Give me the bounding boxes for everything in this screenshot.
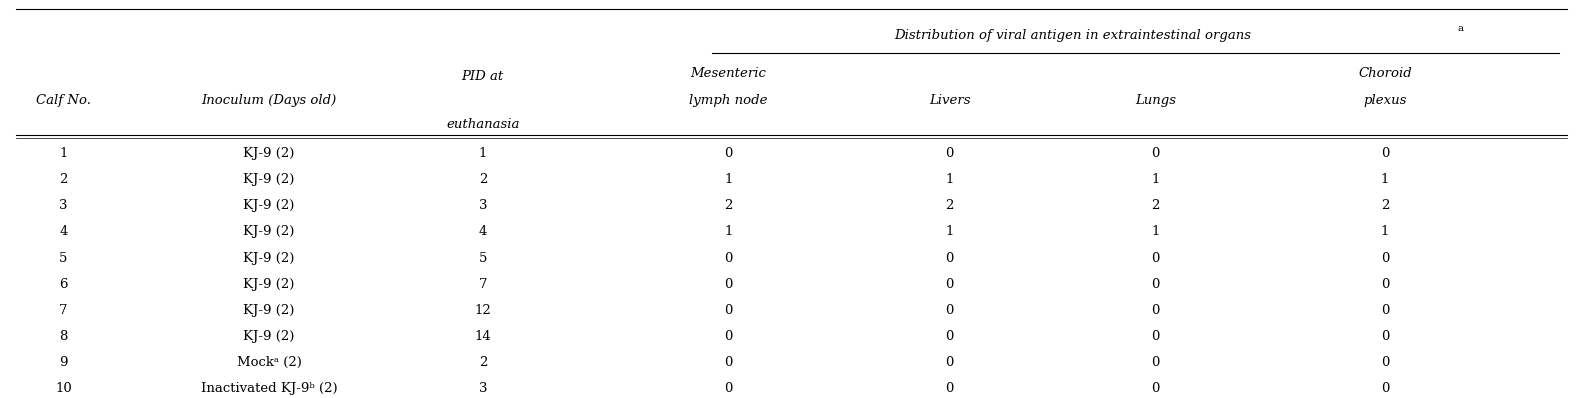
Text: 0: 0 xyxy=(945,330,955,343)
Text: 2: 2 xyxy=(945,199,955,213)
Text: 2: 2 xyxy=(1151,199,1160,213)
Text: 5: 5 xyxy=(59,252,68,265)
Text: euthanasia: euthanasia xyxy=(446,118,519,131)
Text: Distribution of viral antigen in extraintestinal organs: Distribution of viral antigen in extrain… xyxy=(894,29,1251,42)
Text: a: a xyxy=(1458,23,1463,33)
Text: 3: 3 xyxy=(478,199,488,213)
Text: 0: 0 xyxy=(1380,382,1390,395)
Text: 0: 0 xyxy=(723,252,733,265)
Text: 0: 0 xyxy=(1380,304,1390,316)
Text: 2: 2 xyxy=(478,356,488,369)
Text: Lungs: Lungs xyxy=(1135,94,1176,107)
Text: 1: 1 xyxy=(59,147,68,160)
Text: 1: 1 xyxy=(1151,174,1160,186)
Text: 0: 0 xyxy=(1380,330,1390,343)
Text: 10: 10 xyxy=(55,382,71,395)
Text: Choroid: Choroid xyxy=(1358,68,1412,80)
Text: Mesenteric: Mesenteric xyxy=(690,68,766,80)
Text: 0: 0 xyxy=(1380,356,1390,369)
Text: Mockᵃ (2): Mockᵃ (2) xyxy=(237,356,301,369)
Text: 2: 2 xyxy=(723,199,733,213)
Text: 0: 0 xyxy=(945,252,955,265)
Text: 4: 4 xyxy=(59,226,68,238)
Text: KJ-9 (2): KJ-9 (2) xyxy=(244,199,294,213)
Text: 1: 1 xyxy=(1151,226,1160,238)
Text: 0: 0 xyxy=(723,382,733,395)
Text: 0: 0 xyxy=(1151,382,1160,395)
Text: 2: 2 xyxy=(478,174,488,186)
Text: 1: 1 xyxy=(945,174,955,186)
Text: 0: 0 xyxy=(1151,252,1160,265)
Text: Livers: Livers xyxy=(929,94,970,107)
Text: 0: 0 xyxy=(1151,304,1160,316)
Text: Inactivated KJ-9ᵇ (2): Inactivated KJ-9ᵇ (2) xyxy=(201,382,337,395)
Text: 2: 2 xyxy=(59,174,68,186)
Text: 0: 0 xyxy=(723,277,733,291)
Text: 0: 0 xyxy=(1151,147,1160,160)
Text: 7: 7 xyxy=(478,277,488,291)
Text: 2: 2 xyxy=(1380,199,1390,213)
Text: 0: 0 xyxy=(945,356,955,369)
Text: KJ-9 (2): KJ-9 (2) xyxy=(244,252,294,265)
Text: 0: 0 xyxy=(1380,252,1390,265)
Text: 0: 0 xyxy=(945,304,955,316)
Text: 0: 0 xyxy=(1151,330,1160,343)
Text: 1: 1 xyxy=(478,147,488,160)
Text: KJ-9 (2): KJ-9 (2) xyxy=(244,304,294,316)
Text: 1: 1 xyxy=(1380,174,1390,186)
Text: plexus: plexus xyxy=(1363,94,1407,107)
Text: 5: 5 xyxy=(478,252,488,265)
Text: 0: 0 xyxy=(1151,277,1160,291)
Text: Inoculum (Days old): Inoculum (Days old) xyxy=(201,94,337,107)
Text: 1: 1 xyxy=(723,226,733,238)
Text: KJ-9 (2): KJ-9 (2) xyxy=(244,330,294,343)
Text: 3: 3 xyxy=(478,382,488,395)
Text: PID at: PID at xyxy=(462,70,503,84)
Text: lymph node: lymph node xyxy=(689,94,768,107)
Text: 0: 0 xyxy=(1380,147,1390,160)
Text: 8: 8 xyxy=(59,330,68,343)
Text: KJ-9 (2): KJ-9 (2) xyxy=(244,277,294,291)
Text: 0: 0 xyxy=(723,304,733,316)
Text: 6: 6 xyxy=(59,277,68,291)
Text: 1: 1 xyxy=(723,174,733,186)
Text: 0: 0 xyxy=(723,330,733,343)
Text: 4: 4 xyxy=(478,226,488,238)
Text: 7: 7 xyxy=(59,304,68,316)
Text: 3: 3 xyxy=(59,199,68,213)
Text: 0: 0 xyxy=(723,147,733,160)
Text: KJ-9 (2): KJ-9 (2) xyxy=(244,147,294,160)
Text: 0: 0 xyxy=(723,356,733,369)
Text: 1: 1 xyxy=(945,226,955,238)
Text: 0: 0 xyxy=(945,382,955,395)
Text: Calf No.: Calf No. xyxy=(36,94,90,107)
Text: 0: 0 xyxy=(1151,356,1160,369)
Text: 9: 9 xyxy=(59,356,68,369)
Text: 0: 0 xyxy=(945,147,955,160)
Text: 12: 12 xyxy=(475,304,491,316)
Text: KJ-9 (2): KJ-9 (2) xyxy=(244,226,294,238)
Text: 0: 0 xyxy=(945,277,955,291)
Text: KJ-9 (2): KJ-9 (2) xyxy=(244,174,294,186)
Text: 0: 0 xyxy=(1380,277,1390,291)
Text: 14: 14 xyxy=(475,330,491,343)
Text: 1: 1 xyxy=(1380,226,1390,238)
